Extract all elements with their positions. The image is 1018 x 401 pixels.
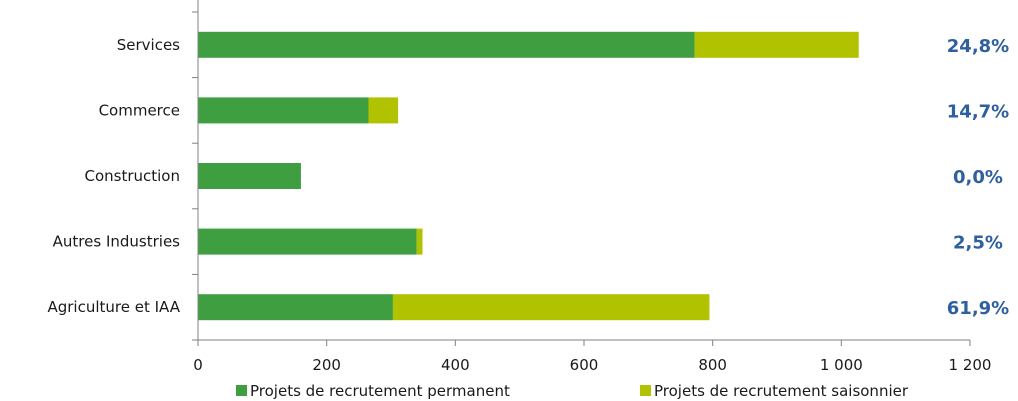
x-tick-label: 600 <box>570 356 599 374</box>
x-tick-label: 400 <box>441 356 470 374</box>
category-label: Agriculture et IAA <box>47 298 180 316</box>
seasonal-share-label: 24,8% <box>947 36 1009 57</box>
seasonal-share-label: 2,5% <box>953 233 1003 254</box>
bar-permanent-1 <box>198 97 369 124</box>
axes-group: 0 200 400 600 800 1 000 1 200 <box>192 0 991 374</box>
legend-label-permanent: Projets de recrutement permanent <box>250 382 510 400</box>
legend-swatch-permanent <box>236 385 247 396</box>
bar-seasonal-4 <box>392 294 710 321</box>
bar-permanent-2 <box>198 163 301 189</box>
bars-group <box>198 31 859 321</box>
seasonal-share-label: 14,7% <box>947 101 1009 122</box>
legend: Projets de recrutement permanent Projets … <box>236 382 909 400</box>
x-tick-label: 200 <box>312 356 341 374</box>
seasonal-share-label: 61,9% <box>947 298 1009 319</box>
bar-permanent-3 <box>198 228 417 255</box>
x-tick-label: 800 <box>698 356 727 374</box>
category-label: Commerce <box>99 101 180 119</box>
x-tick-label: 1 200 <box>949 356 992 374</box>
legend-swatch-seasonal <box>640 385 651 396</box>
labels-group: Services 24,8% Commerce 14,7% Construction 0,… <box>47 36 1009 319</box>
category-label: Services <box>117 36 180 54</box>
bar-permanent-4 <box>198 294 393 321</box>
bar-seasonal-3 <box>416 228 423 255</box>
bar-seasonal-1 <box>368 97 399 124</box>
category-label: Construction <box>84 167 180 185</box>
x-tick-label: 0 <box>193 356 203 374</box>
bar-permanent-0 <box>198 31 695 58</box>
x-tick-label: 1 000 <box>820 356 863 374</box>
bar-seasonal-0 <box>694 31 859 58</box>
category-label: Autres Industries <box>53 233 181 251</box>
seasonal-share-label: 0,0% <box>953 167 1003 188</box>
legend-label-seasonal: Projets de recrutement saisonnier <box>654 382 909 400</box>
